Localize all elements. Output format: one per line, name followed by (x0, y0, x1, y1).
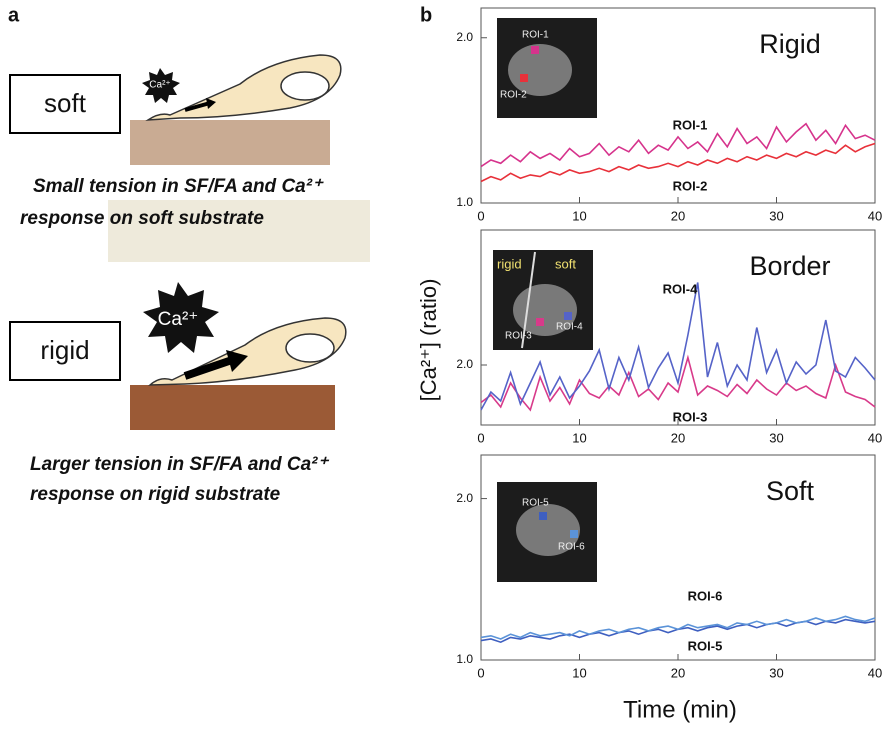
cell (145, 54, 342, 121)
x-tick-label: 20 (671, 208, 685, 223)
inset-label: ROI-4 (556, 322, 583, 333)
nucleus (285, 333, 335, 363)
soft-box (9, 74, 121, 134)
series-line (480, 142, 876, 183)
x-tick-label: 30 (769, 430, 783, 445)
panel-label: b (420, 4, 432, 26)
caption: response on rigid substrate (30, 484, 281, 505)
x-tick-label: 40 (868, 430, 882, 445)
roi-marker (570, 530, 578, 538)
roi-marker (539, 512, 547, 520)
panel-label: a (8, 4, 20, 26)
inset-cell (508, 44, 572, 96)
x-tick-label: 20 (671, 665, 685, 680)
x-tick-label: 10 (572, 665, 586, 680)
ion-label: Ca²⁺ (158, 309, 199, 330)
x-tick-label: 30 (769, 208, 783, 223)
rigid-label: rigid (40, 335, 89, 365)
caption: Small tension in SF/FA and Ca²⁺ (33, 176, 324, 197)
series-line (480, 122, 876, 168)
series-label: ROI-3 (673, 409, 708, 424)
inset-label: ROI-5 (522, 498, 549, 509)
y-tick-label: 2.0 (456, 491, 473, 505)
y-axis-label: [Ca²⁺] (ratio) (416, 279, 441, 402)
ion-label: Ca²⁺ (149, 80, 170, 91)
inset-border (521, 251, 536, 349)
y-tick-label: 1.0 (456, 652, 473, 666)
inset-label: ROI-6 (558, 542, 585, 553)
roi-marker (564, 312, 572, 320)
y-tick-label: 2.0 (456, 30, 473, 44)
ion-star (143, 282, 219, 353)
y-tick-label: 1.0 (456, 195, 473, 209)
series-line (480, 615, 876, 640)
series-label: ROI-1 (673, 117, 708, 132)
rigid-substrate (130, 385, 335, 430)
inset-label: ROI-2 (500, 90, 527, 101)
x-tick-label: 40 (868, 665, 882, 680)
x-tick-label: 20 (671, 430, 685, 445)
x-tick-label: 0 (477, 430, 484, 445)
chart-title: Border (749, 251, 830, 281)
nucleus (280, 71, 330, 101)
roi-marker (536, 318, 544, 326)
x-tick-label: 30 (769, 665, 783, 680)
ion-star (142, 68, 180, 103)
roi-marker (520, 74, 528, 82)
arrow (184, 101, 211, 112)
arrow-head (226, 350, 248, 372)
soft-label: soft (44, 88, 87, 118)
x-axis-label: Time (min) (623, 696, 737, 723)
inset-label: rigid (497, 256, 522, 271)
arrow (183, 356, 234, 380)
x-tick-label: 40 (868, 208, 882, 223)
series-label: ROI-6 (688, 588, 723, 603)
caption: Larger tension in SF/FA and Ca²⁺ (30, 454, 329, 475)
x-tick-label: 0 (477, 208, 484, 223)
y-tick-label: 2.0 (456, 357, 473, 371)
inset-label: soft (555, 256, 576, 271)
rigid-box (9, 321, 121, 381)
chart-title: Rigid (759, 29, 821, 59)
series-label: ROI-2 (673, 178, 708, 193)
caption-bg (108, 200, 370, 262)
arrow-head (206, 98, 216, 109)
x-tick-label: 10 (572, 208, 586, 223)
soft-substrate (130, 120, 330, 165)
inset-label: ROI-3 (505, 331, 532, 342)
chart-title: Soft (766, 476, 815, 506)
series-line (480, 282, 876, 411)
x-tick-label: 10 (572, 430, 586, 445)
series-line (480, 354, 876, 412)
roi-marker (531, 46, 539, 54)
caption: response on soft substrate (20, 208, 264, 229)
inset-cell (516, 504, 580, 556)
series-label: ROI-5 (688, 638, 723, 653)
inset-label: ROI-1 (522, 30, 549, 41)
x-tick-label: 0 (477, 665, 484, 680)
series-label: ROI-4 (663, 281, 698, 296)
